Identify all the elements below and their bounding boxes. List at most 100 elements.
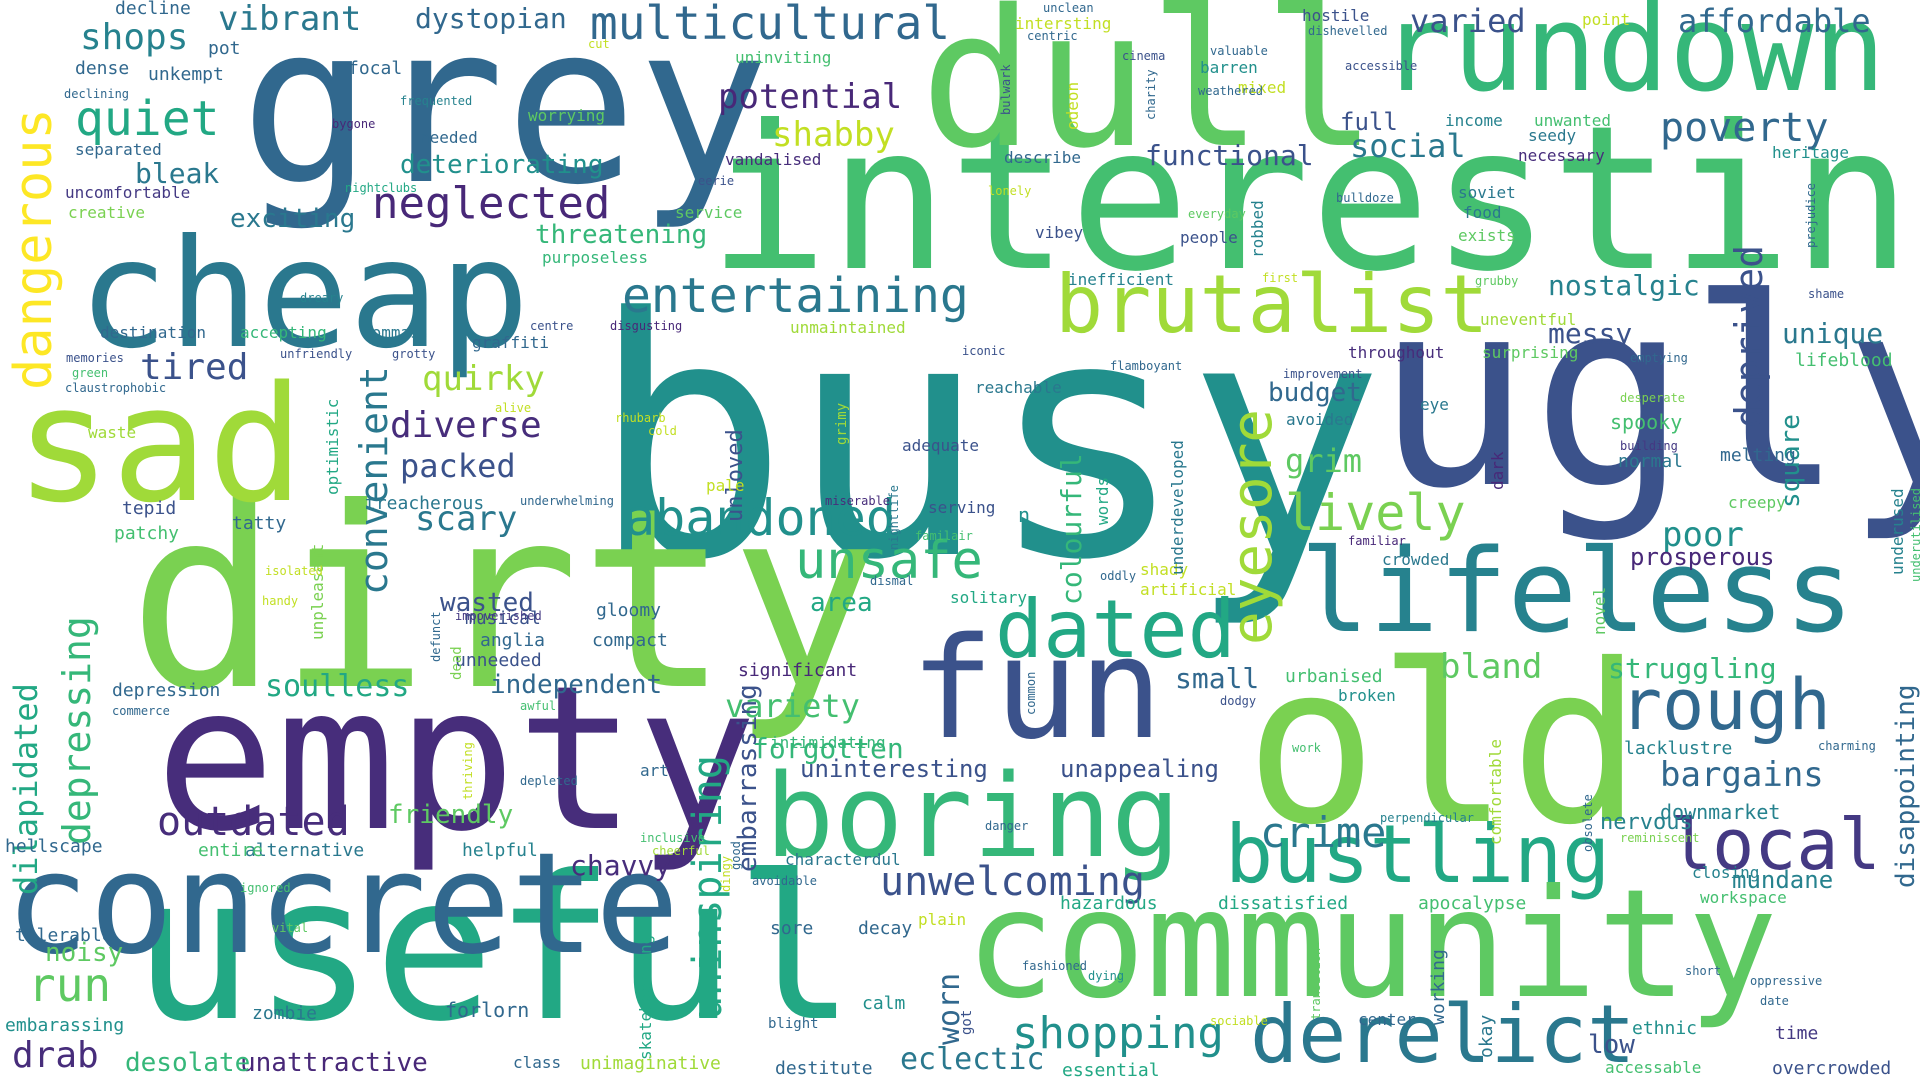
word: convenient	[352, 366, 396, 595]
word: urbanised	[1285, 666, 1383, 687]
word: common	[1024, 671, 1038, 715]
word: artificial	[1140, 580, 1237, 599]
word: rundown	[1380, 0, 1886, 119]
word: eyesore	[1220, 408, 1285, 645]
word: dreary	[300, 291, 344, 305]
word: grubby	[1475, 274, 1519, 288]
word: unimaginative	[580, 1053, 721, 1074]
word: rhubarb	[615, 411, 666, 425]
word: dated	[995, 583, 1236, 676]
word: varied	[1410, 2, 1526, 40]
word: flamboyant	[1110, 359, 1183, 373]
word: bulldoze	[1336, 191, 1394, 205]
word: charity	[1144, 69, 1158, 120]
word: underused	[1888, 488, 1907, 575]
word: robbed	[1248, 200, 1267, 258]
word: unattractive	[240, 1048, 428, 1078]
word: frequented	[400, 94, 473, 108]
word: run	[28, 958, 112, 1012]
word: multicultural	[590, 0, 951, 50]
word: exciting	[230, 204, 356, 234]
word: struggling	[1608, 652, 1777, 685]
word: dull	[920, 0, 1378, 190]
word: destitute	[775, 1058, 873, 1079]
word: ugly	[1375, 244, 1920, 546]
word: seedy	[1528, 126, 1577, 145]
word: dying	[1088, 969, 1125, 983]
word: sociable	[1210, 1014, 1268, 1028]
word: chavvy	[570, 849, 672, 882]
word: melting	[1720, 445, 1796, 466]
word: embarassing	[5, 1015, 125, 1036]
word: got	[959, 1009, 975, 1035]
word: patchy	[114, 523, 180, 544]
word: art	[640, 761, 669, 780]
word: eerie	[698, 174, 735, 188]
word: brutalist	[1055, 258, 1489, 351]
word: neglected	[372, 178, 611, 229]
word: defunct	[429, 611, 443, 662]
word: compact	[592, 630, 668, 651]
word: hostile	[1302, 6, 1370, 25]
word: shopping	[1012, 1008, 1224, 1059]
word: miserable	[825, 494, 891, 508]
word: concrete	[5, 823, 680, 986]
word: shady	[1140, 560, 1189, 579]
word: dystopian	[415, 2, 567, 35]
word: odeon	[1063, 81, 1082, 130]
word: graffiti	[472, 333, 550, 352]
word: work	[1292, 741, 1321, 755]
word: accessible	[1345, 59, 1418, 73]
word: entire	[198, 840, 264, 861]
word: unwanted	[1534, 111, 1612, 130]
word: creative	[68, 203, 146, 222]
word: people	[1180, 228, 1238, 247]
word: community	[965, 858, 1778, 1032]
word: working	[1428, 949, 1449, 1025]
word: boring	[765, 750, 1181, 884]
word: unique	[1782, 317, 1884, 350]
word: packed	[400, 447, 516, 485]
word: sad	[15, 351, 304, 538]
word: plain	[918, 910, 967, 929]
word: bargains	[1660, 755, 1824, 795]
word: weathered	[1198, 84, 1264, 98]
word: zombie	[252, 1003, 318, 1024]
word: busy	[590, 248, 1385, 632]
word: drab	[12, 1035, 99, 1076]
word: throughout	[1348, 343, 1445, 362]
word: inefficient	[1068, 270, 1174, 289]
word: describe	[1004, 148, 1082, 167]
word: optimistic	[323, 398, 342, 495]
word: gloomy	[596, 600, 662, 621]
word: iconic	[962, 344, 1006, 358]
word: handy	[262, 594, 299, 608]
word: dark	[1488, 451, 1507, 490]
word: poor	[1662, 515, 1744, 555]
word: oddly	[1100, 569, 1137, 583]
word: pale	[706, 476, 745, 495]
word: dense	[75, 58, 130, 79]
word: separated	[75, 140, 162, 159]
word: isolated	[265, 564, 323, 578]
word: improvement	[1283, 367, 1363, 381]
word: rough	[1620, 664, 1831, 746]
word: short	[1685, 964, 1722, 978]
word: declining	[64, 87, 130, 101]
word: unwelcoming	[880, 859, 1145, 905]
word: shops	[80, 17, 189, 58]
word: alive	[495, 401, 532, 415]
word: purposeless	[542, 248, 648, 267]
word: memories	[66, 351, 124, 365]
word: charming	[1818, 739, 1876, 753]
word: waste	[88, 423, 137, 442]
word: transition	[1309, 947, 1323, 1020]
word: underwhelming	[520, 494, 614, 508]
word: dilapidated	[7, 683, 45, 895]
word: local	[1670, 804, 1881, 886]
word: dishevelled	[1308, 24, 1388, 38]
word: dirty	[128, 454, 881, 745]
word: empty	[155, 643, 758, 876]
word: quiet	[75, 91, 220, 147]
word: lacklustre	[1624, 738, 1733, 759]
